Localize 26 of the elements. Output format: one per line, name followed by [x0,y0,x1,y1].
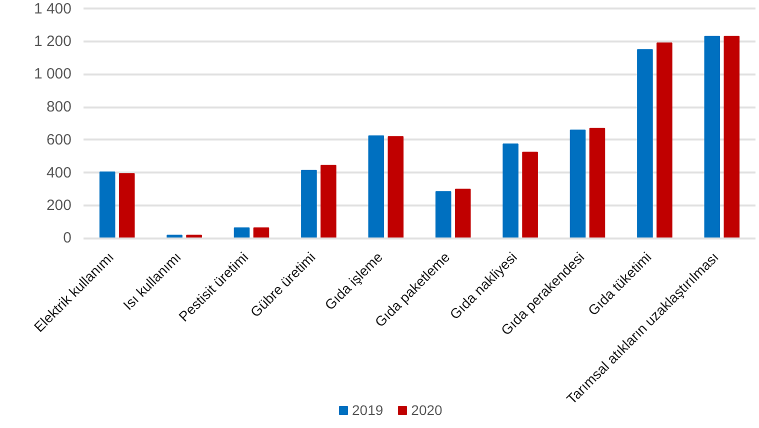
y-tick-label: 1 400 [34,0,72,18]
bar [435,191,452,238]
y-tick-label: 200 [46,197,72,214]
bar [502,144,518,238]
y-tick-label: 800 [46,98,72,116]
bar [656,42,672,238]
bar [704,36,720,238]
bar [589,128,606,238]
bar [388,136,404,238]
bar [570,130,586,238]
y-tick-label: 1 000 [34,66,72,83]
bar [301,170,317,238]
bar [637,49,653,238]
y-tick-label: 600 [46,131,72,148]
bar [724,36,740,238]
y-tick-label: 0 [63,230,72,246]
bar [99,171,116,238]
legend-label: 2020 [411,402,442,418]
y-tick-label: 1 200 [34,32,72,50]
y-tick-label: 400 [46,164,72,182]
bar [454,188,471,238]
bar [118,173,135,238]
bar [522,152,538,238]
bar [368,135,384,238]
bar [320,164,336,238]
legend-label: 2019 [352,402,384,418]
